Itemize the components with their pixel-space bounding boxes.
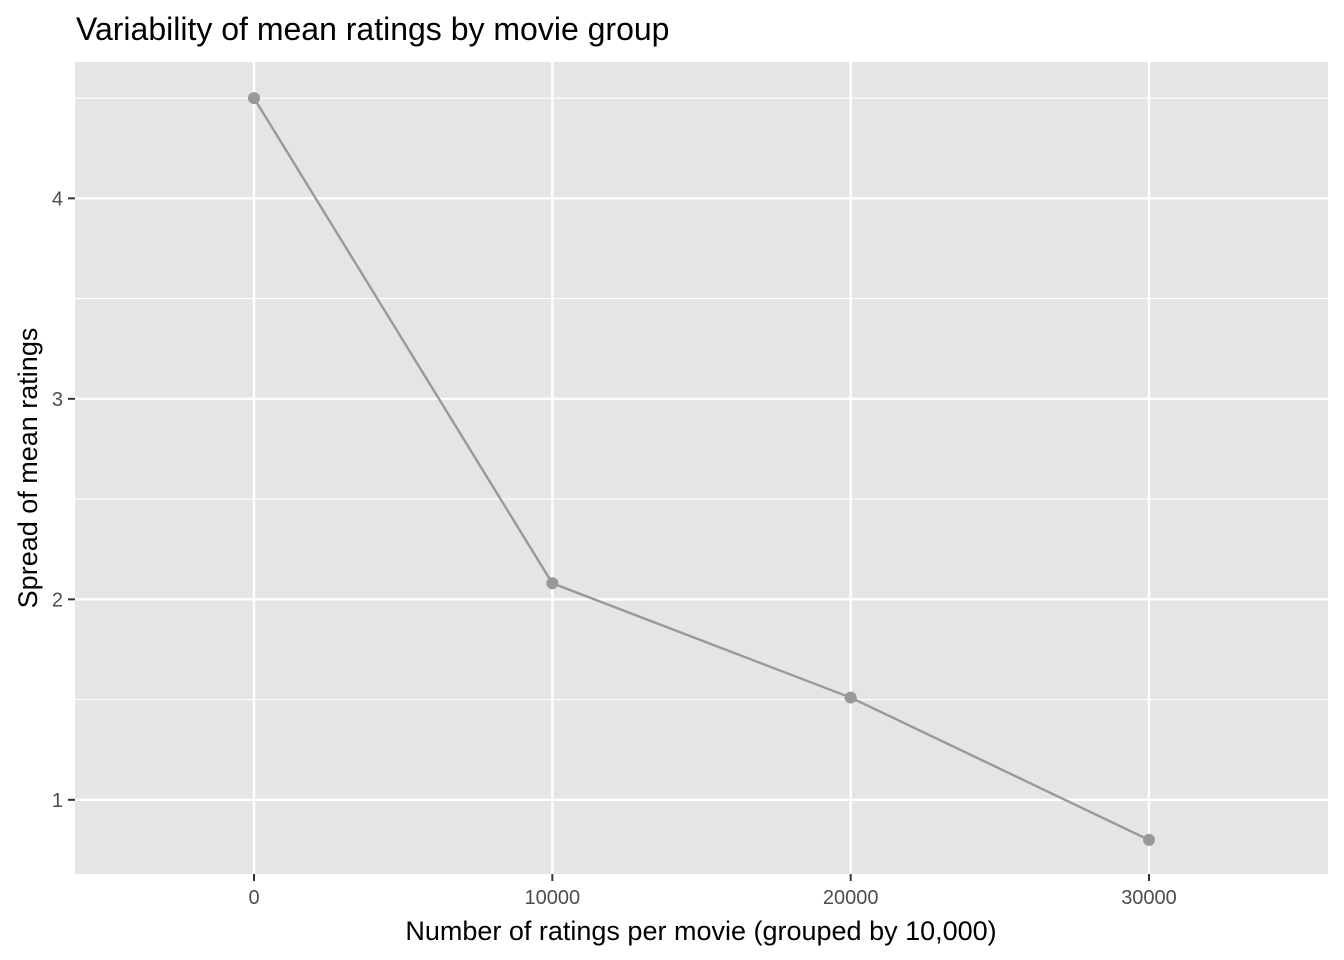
data-point [248,92,260,105]
major-gridlines [75,62,1328,874]
x-tick-label: 20000 [823,887,879,909]
axes: 1 2 3 4 0 10000 20000 30000 [52,188,1177,909]
x-tick-label: 10000 [525,887,581,909]
data-point [546,577,559,590]
data-point [844,691,857,704]
x-tick-label: 0 [248,887,259,909]
y-tick-label: 3 [52,389,63,411]
chart-title: Variability of mean ratings by movie gro… [76,11,669,47]
x-axis-title: Number of ratings per movie (grouped by … [405,916,996,946]
series-line [252,97,1150,841]
y-axis-title: Spread of mean ratings [13,328,43,609]
y-tick-label: 2 [52,589,63,611]
plot-panel [75,62,1328,874]
data-point [1143,833,1155,846]
y-tick-label: 4 [52,188,63,210]
x-tick-label: 30000 [1121,887,1177,909]
y-tick-label: 1 [52,790,63,812]
series-layer [248,92,1155,846]
minor-gridlines [75,97,1328,701]
